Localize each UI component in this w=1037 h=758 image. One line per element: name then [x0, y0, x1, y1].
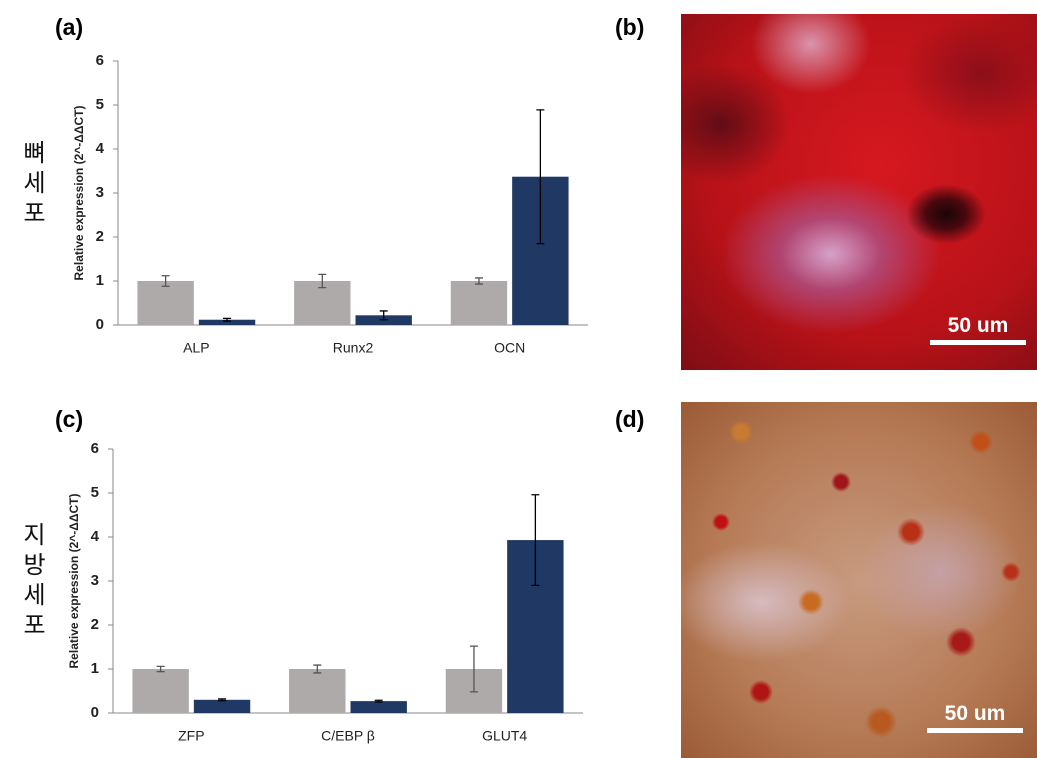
x-tick-label: C/EBP β	[321, 728, 375, 744]
y-tick-label: 4	[96, 140, 105, 157]
error-bar	[156, 665, 165, 673]
row-label: 지방세포	[18, 522, 46, 642]
error-bar	[531, 494, 540, 587]
micrograph: 50 um	[681, 402, 1037, 758]
error-bar	[318, 273, 327, 289]
y-tick-label: 2	[96, 228, 104, 245]
error-bar	[161, 275, 170, 287]
error-bar	[218, 698, 227, 702]
x-tick-label: GLUT4	[482, 728, 527, 744]
y-axis-label: Relative expression (2^-ΔΔCT)	[72, 106, 86, 281]
panel-label: (a)	[55, 14, 84, 40]
y-tick-label: 6	[96, 52, 104, 69]
error-bar	[536, 109, 545, 245]
y-tick-label: 2	[91, 616, 99, 633]
panel-label: (d)	[615, 406, 645, 432]
error-bar	[474, 277, 483, 285]
error-bar	[313, 664, 322, 674]
y-tick-label: 3	[91, 572, 99, 589]
error-bar	[379, 310, 388, 321]
error-bar	[469, 645, 478, 693]
error-bar	[223, 317, 232, 322]
x-tick-label: ALP	[183, 340, 209, 356]
scale-bar: 50 um	[927, 702, 1023, 733]
bar	[450, 281, 508, 325]
x-tick-label: ZFP	[178, 728, 204, 744]
bar	[198, 319, 256, 325]
bar	[193, 699, 251, 713]
scale-bar: 50 um	[930, 314, 1026, 345]
y-tick-label: 3	[96, 184, 104, 201]
row-label: 뼈세포	[18, 140, 46, 230]
bar	[132, 669, 189, 713]
y-tick-label: 0	[91, 704, 99, 721]
bar	[294, 281, 351, 325]
micrograph: 50 um	[681, 14, 1037, 370]
y-tick-label: 1	[96, 272, 104, 289]
y-tick-label: 6	[91, 440, 99, 457]
bar	[350, 701, 407, 713]
bar	[137, 281, 194, 325]
y-axis-label: Relative expression (2^-ΔΔCT)	[67, 494, 81, 669]
bar	[289, 669, 346, 713]
charts: 0 1 2 3 4 5 6 Relative expression (2^-ΔΔCT) ALP R…	[67, 52, 588, 744]
x-tick-label: OCN	[494, 340, 525, 356]
panel-label: (c)	[55, 406, 84, 432]
panel-label: (b)	[615, 14, 645, 40]
y-tick-label: 5	[96, 96, 104, 113]
y-tick-label: 5	[91, 484, 99, 501]
x-tick-label: Runx2	[333, 340, 374, 356]
y-tick-label: 1	[91, 660, 99, 677]
y-tick-label: 0	[96, 316, 104, 333]
error-bar	[374, 699, 383, 703]
y-tick-label: 4	[91, 528, 100, 545]
